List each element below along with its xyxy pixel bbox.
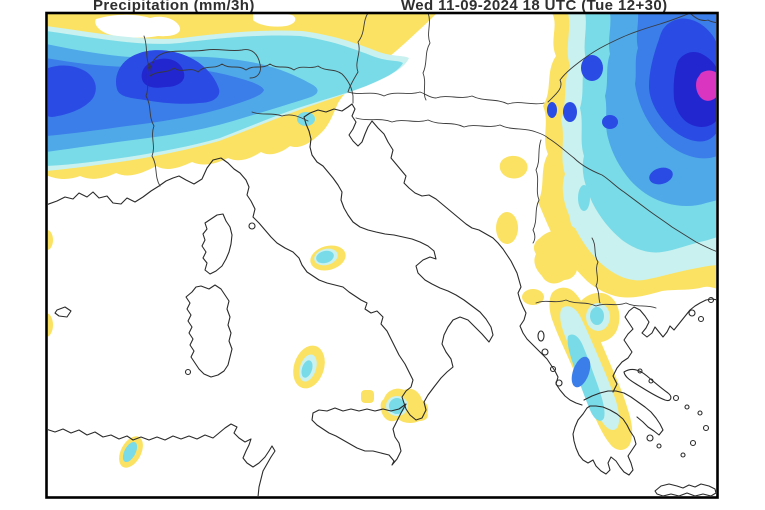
border-river-layer [143, 13, 716, 309]
precip-contour [301, 360, 313, 378]
precip-contour [533, 230, 588, 284]
coastline-attica [583, 390, 664, 436]
precip-contour [316, 250, 334, 264]
island [684, 404, 690, 410]
border-line [347, 13, 369, 93]
map-title-product: Precipitation (mm/3h) [93, 0, 255, 14]
island [680, 452, 686, 458]
island [689, 439, 697, 447]
dry-gap-layer [95, 13, 296, 38]
island [656, 443, 662, 449]
precip-contour [571, 356, 591, 388]
precip-contour [48, 230, 53, 250]
island-menorca [54, 306, 72, 318]
island [541, 348, 549, 356]
map-canvas [48, 13, 716, 496]
island [697, 410, 703, 416]
border-line [547, 13, 689, 103]
border-line [143, 35, 161, 187]
river-line [355, 117, 549, 139]
precip-contour [122, 441, 138, 463]
coastline-crete [654, 483, 716, 496]
precip-contour [673, 52, 716, 127]
island [702, 424, 710, 432]
border-line [422, 13, 431, 101]
map-frame [45, 11, 719, 499]
island [672, 394, 680, 402]
precip-contour [48, 313, 53, 337]
precip-contour [499, 155, 528, 179]
island [697, 315, 705, 323]
island [646, 434, 654, 442]
island [648, 378, 654, 384]
coastline-mainland [48, 103, 583, 421]
dry-gap [95, 14, 181, 38]
island [555, 379, 563, 387]
precip-contour [602, 115, 618, 129]
island [688, 309, 696, 317]
precip-level-magenta-layer [696, 70, 716, 101]
border-line [591, 237, 601, 304]
precip-contour [496, 212, 518, 244]
river-line [547, 137, 716, 252]
coastline-north-aegean [612, 298, 716, 393]
precip-contour [48, 65, 96, 117]
border-line [535, 299, 657, 309]
border-line [347, 91, 545, 105]
island [537, 330, 545, 342]
river-line [251, 111, 309, 122]
precip-contour [581, 55, 603, 81]
coastline-layer [48, 103, 716, 496]
island [549, 365, 557, 373]
precip-peak-cell [696, 70, 716, 101]
precip-contour [590, 307, 604, 325]
coastline-sardinia [185, 284, 233, 378]
border-line [532, 139, 542, 244]
precip-level-navy-layer [141, 52, 716, 127]
island [184, 368, 192, 376]
precip-contour [522, 289, 544, 305]
precip-contour [361, 390, 374, 403]
border-line [149, 48, 261, 79]
coastline-corsica [201, 213, 233, 275]
island [637, 368, 643, 374]
coastline-euboea [623, 368, 672, 401]
precip-contour [297, 112, 315, 126]
border-line [689, 13, 716, 23]
coastline-peloponnese [572, 405, 637, 476]
island [248, 222, 256, 230]
coastline-sicily [311, 403, 407, 466]
coastline-africa [48, 423, 276, 496]
precip-contour [563, 102, 577, 122]
island [707, 296, 715, 304]
dry-gap [253, 13, 296, 27]
precip-contour [547, 102, 557, 118]
precip-contour [649, 167, 673, 185]
map-title-datetime: Wed 11-09-2024 18 UTC (Tue 12+30) [401, 0, 668, 14]
precip-contour [141, 58, 185, 88]
precip-contour [578, 185, 590, 211]
border-line [149, 63, 354, 104]
